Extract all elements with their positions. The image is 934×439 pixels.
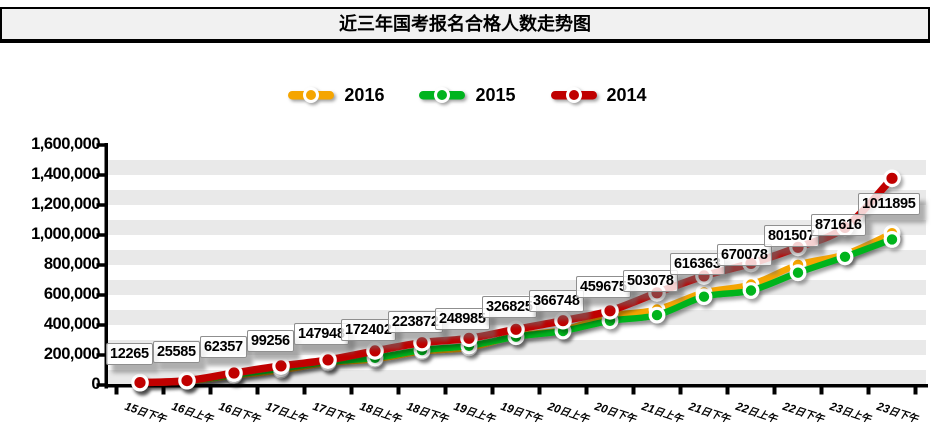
axis xyxy=(443,387,448,395)
data-label-2016: 670078 xyxy=(717,244,772,267)
axis xyxy=(208,387,213,395)
data-point-2015 xyxy=(789,264,807,282)
data-label-2016: 326825 xyxy=(482,295,537,318)
legend-marker-2016-icon xyxy=(288,87,335,103)
legend-label: 2016 xyxy=(344,84,385,105)
axis xyxy=(104,143,108,389)
axis xyxy=(631,387,636,395)
data-point-2014 xyxy=(413,333,431,352)
axis xyxy=(819,387,824,395)
y-tick-label: 1,000,000 xyxy=(31,225,100,243)
gridband xyxy=(108,220,926,235)
axis xyxy=(255,387,260,395)
gridband xyxy=(108,280,926,295)
data-point-2014 xyxy=(883,169,901,188)
data-point-2014 xyxy=(554,311,572,330)
y-tick-label: 1,400,000 xyxy=(31,165,100,183)
axis xyxy=(537,387,542,395)
axis xyxy=(96,233,105,237)
y-tick-label: 600,000 xyxy=(43,285,101,303)
axis xyxy=(96,203,105,207)
axis xyxy=(96,143,105,147)
data-label-2016: 248985 xyxy=(435,307,490,330)
data-label-2016: 25585 xyxy=(153,341,200,364)
axis xyxy=(584,387,589,395)
y-tick-label: 400,000 xyxy=(43,315,101,333)
data-label-2016: 871616 xyxy=(811,214,866,237)
axis xyxy=(396,387,401,395)
y-tick-label: 200,000 xyxy=(43,345,101,363)
axis xyxy=(96,353,105,357)
legend-label: 2014 xyxy=(606,84,647,105)
axis xyxy=(96,173,105,177)
data-point-2015 xyxy=(883,230,901,248)
axis xyxy=(114,387,119,395)
data-label-2016: 801507 xyxy=(764,224,819,247)
data-point-2015 xyxy=(648,306,666,324)
legend: 2016 2015 2014 xyxy=(0,84,934,106)
data-point-2015 xyxy=(695,288,713,306)
axis xyxy=(96,293,105,297)
y-tick-label: 0 xyxy=(91,375,100,393)
gridband xyxy=(108,370,926,385)
axis xyxy=(913,387,918,395)
data-point-2015 xyxy=(836,248,854,266)
data-label-2016: 62357 xyxy=(200,335,247,358)
y-tick-label: 1,200,000 xyxy=(31,195,100,213)
y-tick-label: 800,000 xyxy=(43,255,101,273)
legend-marker-2014-icon xyxy=(550,87,597,103)
axis xyxy=(772,387,777,395)
axis xyxy=(104,384,928,388)
data-label-2016: 147948 xyxy=(294,322,349,345)
data-point-2014 xyxy=(319,351,337,369)
data-label-2016: 172402 xyxy=(341,319,396,342)
legend-item-2014: 2014 xyxy=(550,84,647,106)
plot-area: 0 200,000 400,000 600,000 800,000 1,000,000 1,… xyxy=(0,120,934,439)
gridband xyxy=(108,190,926,205)
y-tick-label: 1,600,000 xyxy=(31,135,100,153)
data-label-2016: 12265 xyxy=(106,343,153,366)
data-label-2016: 1011895 xyxy=(858,193,920,216)
axis xyxy=(96,263,105,267)
gridband xyxy=(108,175,926,190)
gridband xyxy=(108,160,926,175)
gridband xyxy=(108,145,926,160)
data-point-2014 xyxy=(225,364,243,382)
axis xyxy=(161,387,166,395)
data-point-2014 xyxy=(460,329,478,348)
data-point-2014 xyxy=(272,357,290,375)
data-point-2014 xyxy=(366,342,384,360)
data-label-2016: 366748 xyxy=(529,289,584,312)
axis xyxy=(678,387,683,395)
data-label-2016: 223872 xyxy=(388,311,443,334)
title-bar: 近三年国考报名合格人数走势图 xyxy=(0,7,930,43)
axis xyxy=(725,387,730,395)
axis xyxy=(866,387,871,395)
data-label-2016: 503078 xyxy=(623,269,678,292)
axis xyxy=(302,387,307,395)
legend-marker-2015-icon xyxy=(419,87,466,103)
data-point-2014 xyxy=(507,320,525,339)
axis xyxy=(349,387,354,395)
gridband xyxy=(108,205,926,220)
axis xyxy=(490,387,495,395)
data-label-2016: 459675 xyxy=(576,276,631,299)
axis xyxy=(96,323,105,327)
chart-title: 近三年国考报名合格人数走势图 xyxy=(339,14,591,34)
data-point-2015 xyxy=(742,282,760,299)
legend-item-2016: 2016 xyxy=(287,84,384,106)
data-point-2014 xyxy=(178,371,196,390)
chart-canvas xyxy=(96,143,928,395)
data-label-2016: 99256 xyxy=(247,330,294,353)
data-point-2014 xyxy=(601,302,619,320)
legend-item-2015: 2015 xyxy=(418,84,516,106)
data-point-2014 xyxy=(131,373,149,392)
legend-label: 2015 xyxy=(475,84,516,105)
axis xyxy=(96,383,105,387)
